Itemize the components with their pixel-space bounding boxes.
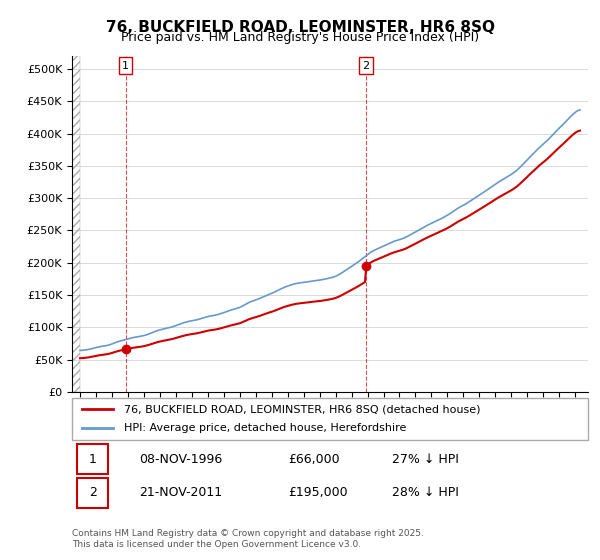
- FancyBboxPatch shape: [77, 478, 108, 507]
- Text: 2: 2: [89, 486, 97, 500]
- Text: 1: 1: [122, 60, 129, 71]
- Text: 1: 1: [89, 452, 97, 466]
- Text: 28% ↓ HPI: 28% ↓ HPI: [392, 486, 459, 500]
- Text: 08-NOV-1996: 08-NOV-1996: [139, 452, 223, 466]
- Text: 2: 2: [362, 60, 370, 71]
- Text: 76, BUCKFIELD ROAD, LEOMINSTER, HR6 8SQ (detached house): 76, BUCKFIELD ROAD, LEOMINSTER, HR6 8SQ …: [124, 404, 480, 414]
- FancyBboxPatch shape: [72, 398, 588, 440]
- Text: HPI: Average price, detached house, Herefordshire: HPI: Average price, detached house, Here…: [124, 423, 406, 433]
- Text: £195,000: £195,000: [289, 486, 349, 500]
- Text: 76, BUCKFIELD ROAD, LEOMINSTER, HR6 8SQ: 76, BUCKFIELD ROAD, LEOMINSTER, HR6 8SQ: [106, 20, 494, 35]
- Text: 21-NOV-2011: 21-NOV-2011: [139, 486, 222, 500]
- Text: 27% ↓ HPI: 27% ↓ HPI: [392, 452, 459, 466]
- FancyBboxPatch shape: [77, 445, 108, 474]
- Text: Contains HM Land Registry data © Crown copyright and database right 2025.
This d: Contains HM Land Registry data © Crown c…: [72, 529, 424, 549]
- Text: Price paid vs. HM Land Registry's House Price Index (HPI): Price paid vs. HM Land Registry's House …: [121, 31, 479, 44]
- Text: £66,000: £66,000: [289, 452, 340, 466]
